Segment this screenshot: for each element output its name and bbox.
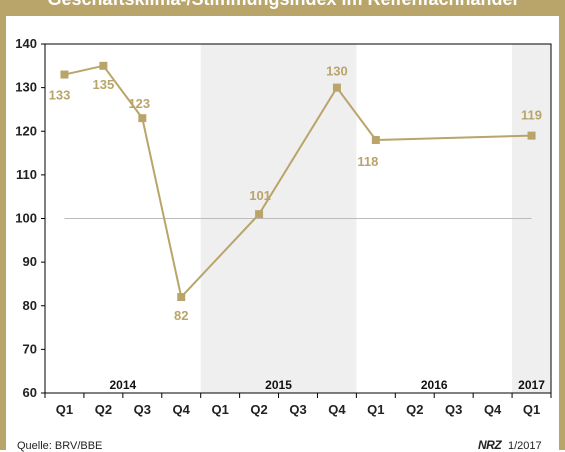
data-label: 118 bbox=[357, 154, 378, 169]
data-point bbox=[255, 210, 264, 219]
year-label: 2015 bbox=[265, 378, 292, 392]
y-tick-label: 110 bbox=[16, 167, 37, 182]
x-tick-label: Q2 bbox=[250, 402, 267, 417]
x-tick-label: Q3 bbox=[289, 402, 306, 417]
data-label: 101 bbox=[249, 188, 271, 203]
x-tick-label: Q1 bbox=[523, 402, 540, 417]
chart-title: Geschäftsklima-/Stimmungsindex im Reifen… bbox=[0, 0, 565, 9]
data-point bbox=[138, 114, 147, 123]
x-tick-label: Q4 bbox=[484, 402, 502, 417]
x-tick-label: Q3 bbox=[134, 402, 151, 417]
y-tick-label: 90 bbox=[23, 254, 37, 269]
data-point bbox=[60, 70, 69, 79]
data-point bbox=[332, 83, 341, 92]
series-line bbox=[64, 64, 532, 300]
x-tick-label: Q3 bbox=[445, 402, 462, 417]
data-label: 133 bbox=[49, 88, 71, 103]
issue-number: 1/2017 bbox=[508, 440, 542, 452]
x-tick-label: Q2 bbox=[406, 402, 423, 417]
x-tick-label: Q1 bbox=[367, 402, 384, 417]
x-tick-label: Q1 bbox=[56, 402, 73, 417]
data-point bbox=[527, 131, 536, 140]
x-tick-label: Q1 bbox=[211, 402, 228, 417]
data-label: 82 bbox=[174, 308, 188, 323]
x-tick-label: Q2 bbox=[95, 402, 112, 417]
y-tick-label: 60 bbox=[23, 385, 37, 400]
data-point bbox=[177, 293, 186, 302]
year-label: 2016 bbox=[421, 378, 448, 392]
x-tick-label: Q4 bbox=[328, 402, 346, 417]
y-tick-label: 100 bbox=[15, 211, 37, 226]
year-label: 2017 bbox=[518, 378, 545, 392]
data-point bbox=[99, 61, 108, 70]
source-note: Quelle: BRV/BBE bbox=[17, 440, 103, 452]
data-label: 119 bbox=[521, 108, 542, 123]
data-label: 130 bbox=[326, 64, 348, 79]
data-label: 135 bbox=[93, 77, 115, 92]
year-label: 2014 bbox=[109, 378, 136, 392]
y-tick-label: 70 bbox=[23, 341, 37, 356]
y-tick-label: 80 bbox=[23, 298, 37, 313]
y-tick-label: 120 bbox=[15, 123, 37, 138]
publisher-logo: NRZ bbox=[478, 438, 502, 452]
x-tick-label: Q4 bbox=[173, 402, 191, 417]
data-label: 123 bbox=[128, 96, 150, 111]
data-point bbox=[371, 135, 380, 144]
y-tick-label: 130 bbox=[15, 80, 37, 95]
y-tick-label: 140 bbox=[15, 36, 37, 51]
